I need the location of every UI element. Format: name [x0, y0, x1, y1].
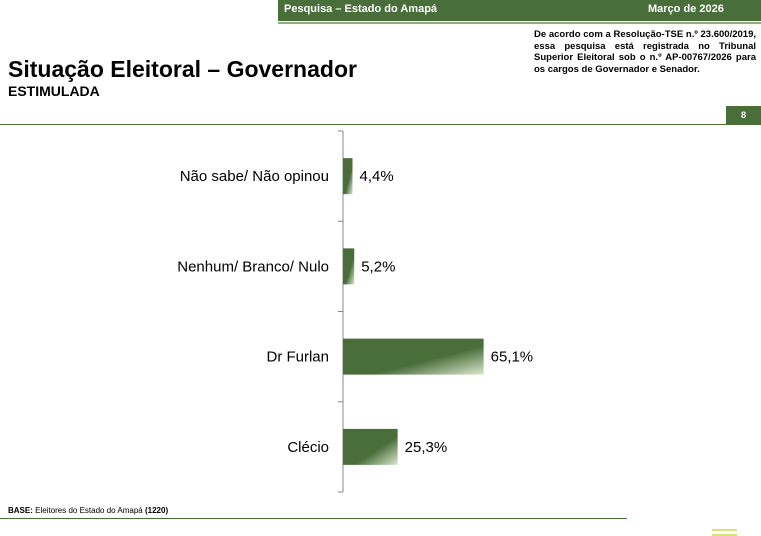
base-count: (1220) [144, 506, 169, 515]
page-title: Situação Eleitoral – Governador [8, 56, 357, 82]
bar-chart: Não sabe/ Não opinou 4,4% Nenhum/ Branco/ … [177, 130, 534, 493]
value-label: 5,2% [361, 258, 395, 275]
footer-decoration [712, 534, 737, 536]
survey-label: Pesquisa – Estado do Amapá [284, 3, 438, 15]
base-label: BASE: [8, 506, 33, 515]
category-label: Clécio [287, 439, 329, 456]
value-label: 65,1% [491, 349, 534, 366]
bar [343, 248, 355, 285]
registration-note: De acordo com a Resolução-TSE n.º 23.600… [534, 29, 756, 75]
header-divider [0, 124, 761, 125]
date-label: Março de 2026 [648, 3, 724, 15]
category-label: Não sabe/ Não opinou [180, 168, 329, 185]
page-number: 8 [726, 106, 761, 125]
bar [343, 428, 398, 465]
base-text: Eleitores do Estado do Amapá [35, 506, 143, 515]
page-subtitle: ESTIMULADA [8, 83, 100, 99]
footer-divider [0, 518, 627, 519]
base-footnote: BASE: Eleitores do Estado do Amapá (1220… [8, 506, 168, 515]
value-label: 25,3% [405, 439, 448, 456]
category-label: Nenhum/ Branco/ Nulo [177, 258, 329, 275]
bar [343, 158, 353, 195]
bar [343, 338, 484, 375]
header-bar-underline [278, 22, 761, 24]
category-label: Dr Furlan [266, 349, 329, 366]
header-bar: Pesquisa – Estado do Amapá Março de 2026 [278, 0, 761, 21]
value-label: 4,4% [360, 168, 394, 185]
footer-decoration [712, 529, 737, 531]
